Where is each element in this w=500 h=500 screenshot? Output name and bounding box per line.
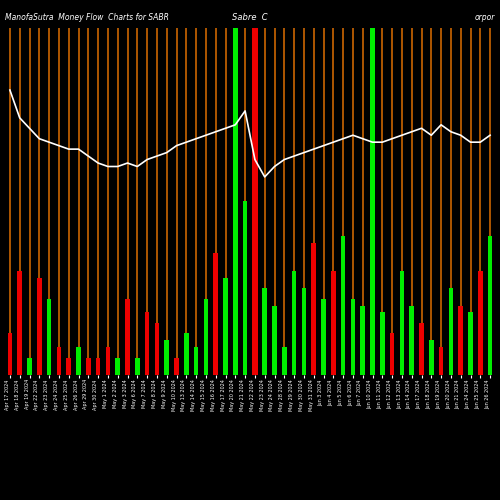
Bar [350,298,355,375]
Bar [429,340,434,375]
Bar [145,312,150,375]
Bar [47,298,52,375]
Bar [194,347,198,375]
Bar [360,306,365,375]
Text: ManofaSutra  Money Flow  Charts for SABR: ManofaSutra Money Flow Charts for SABR [5,12,169,22]
Bar [312,243,316,375]
Bar [262,288,267,375]
Bar [184,334,188,375]
Bar [331,271,336,375]
Bar [56,347,61,375]
Bar [135,358,140,375]
Bar [302,288,306,375]
Bar [341,236,345,375]
Bar [106,347,110,375]
Bar [8,334,12,375]
Bar [252,28,258,375]
Bar [204,298,208,375]
Bar [28,358,32,375]
Bar [370,28,375,375]
Text: orpor: orpor [474,12,495,22]
Bar [76,347,80,375]
Bar [116,358,120,375]
Bar [174,358,178,375]
Bar [468,312,472,375]
Bar [410,306,414,375]
Bar [400,271,404,375]
Bar [292,271,296,375]
Bar [224,278,228,375]
Bar [214,254,218,375]
Text: Sabre  C: Sabre C [232,12,268,22]
Bar [322,298,326,375]
Bar [126,298,130,375]
Bar [458,306,463,375]
Bar [282,347,286,375]
Bar [272,306,276,375]
Bar [154,323,159,375]
Bar [488,236,492,375]
Bar [478,271,482,375]
Bar [164,340,169,375]
Bar [232,28,238,375]
Bar [380,312,384,375]
Bar [96,358,100,375]
Bar [86,358,90,375]
Bar [439,347,444,375]
Bar [243,201,248,375]
Bar [390,334,394,375]
Bar [420,323,424,375]
Bar [18,271,22,375]
Bar [37,278,42,375]
Bar [66,358,71,375]
Bar [448,288,453,375]
